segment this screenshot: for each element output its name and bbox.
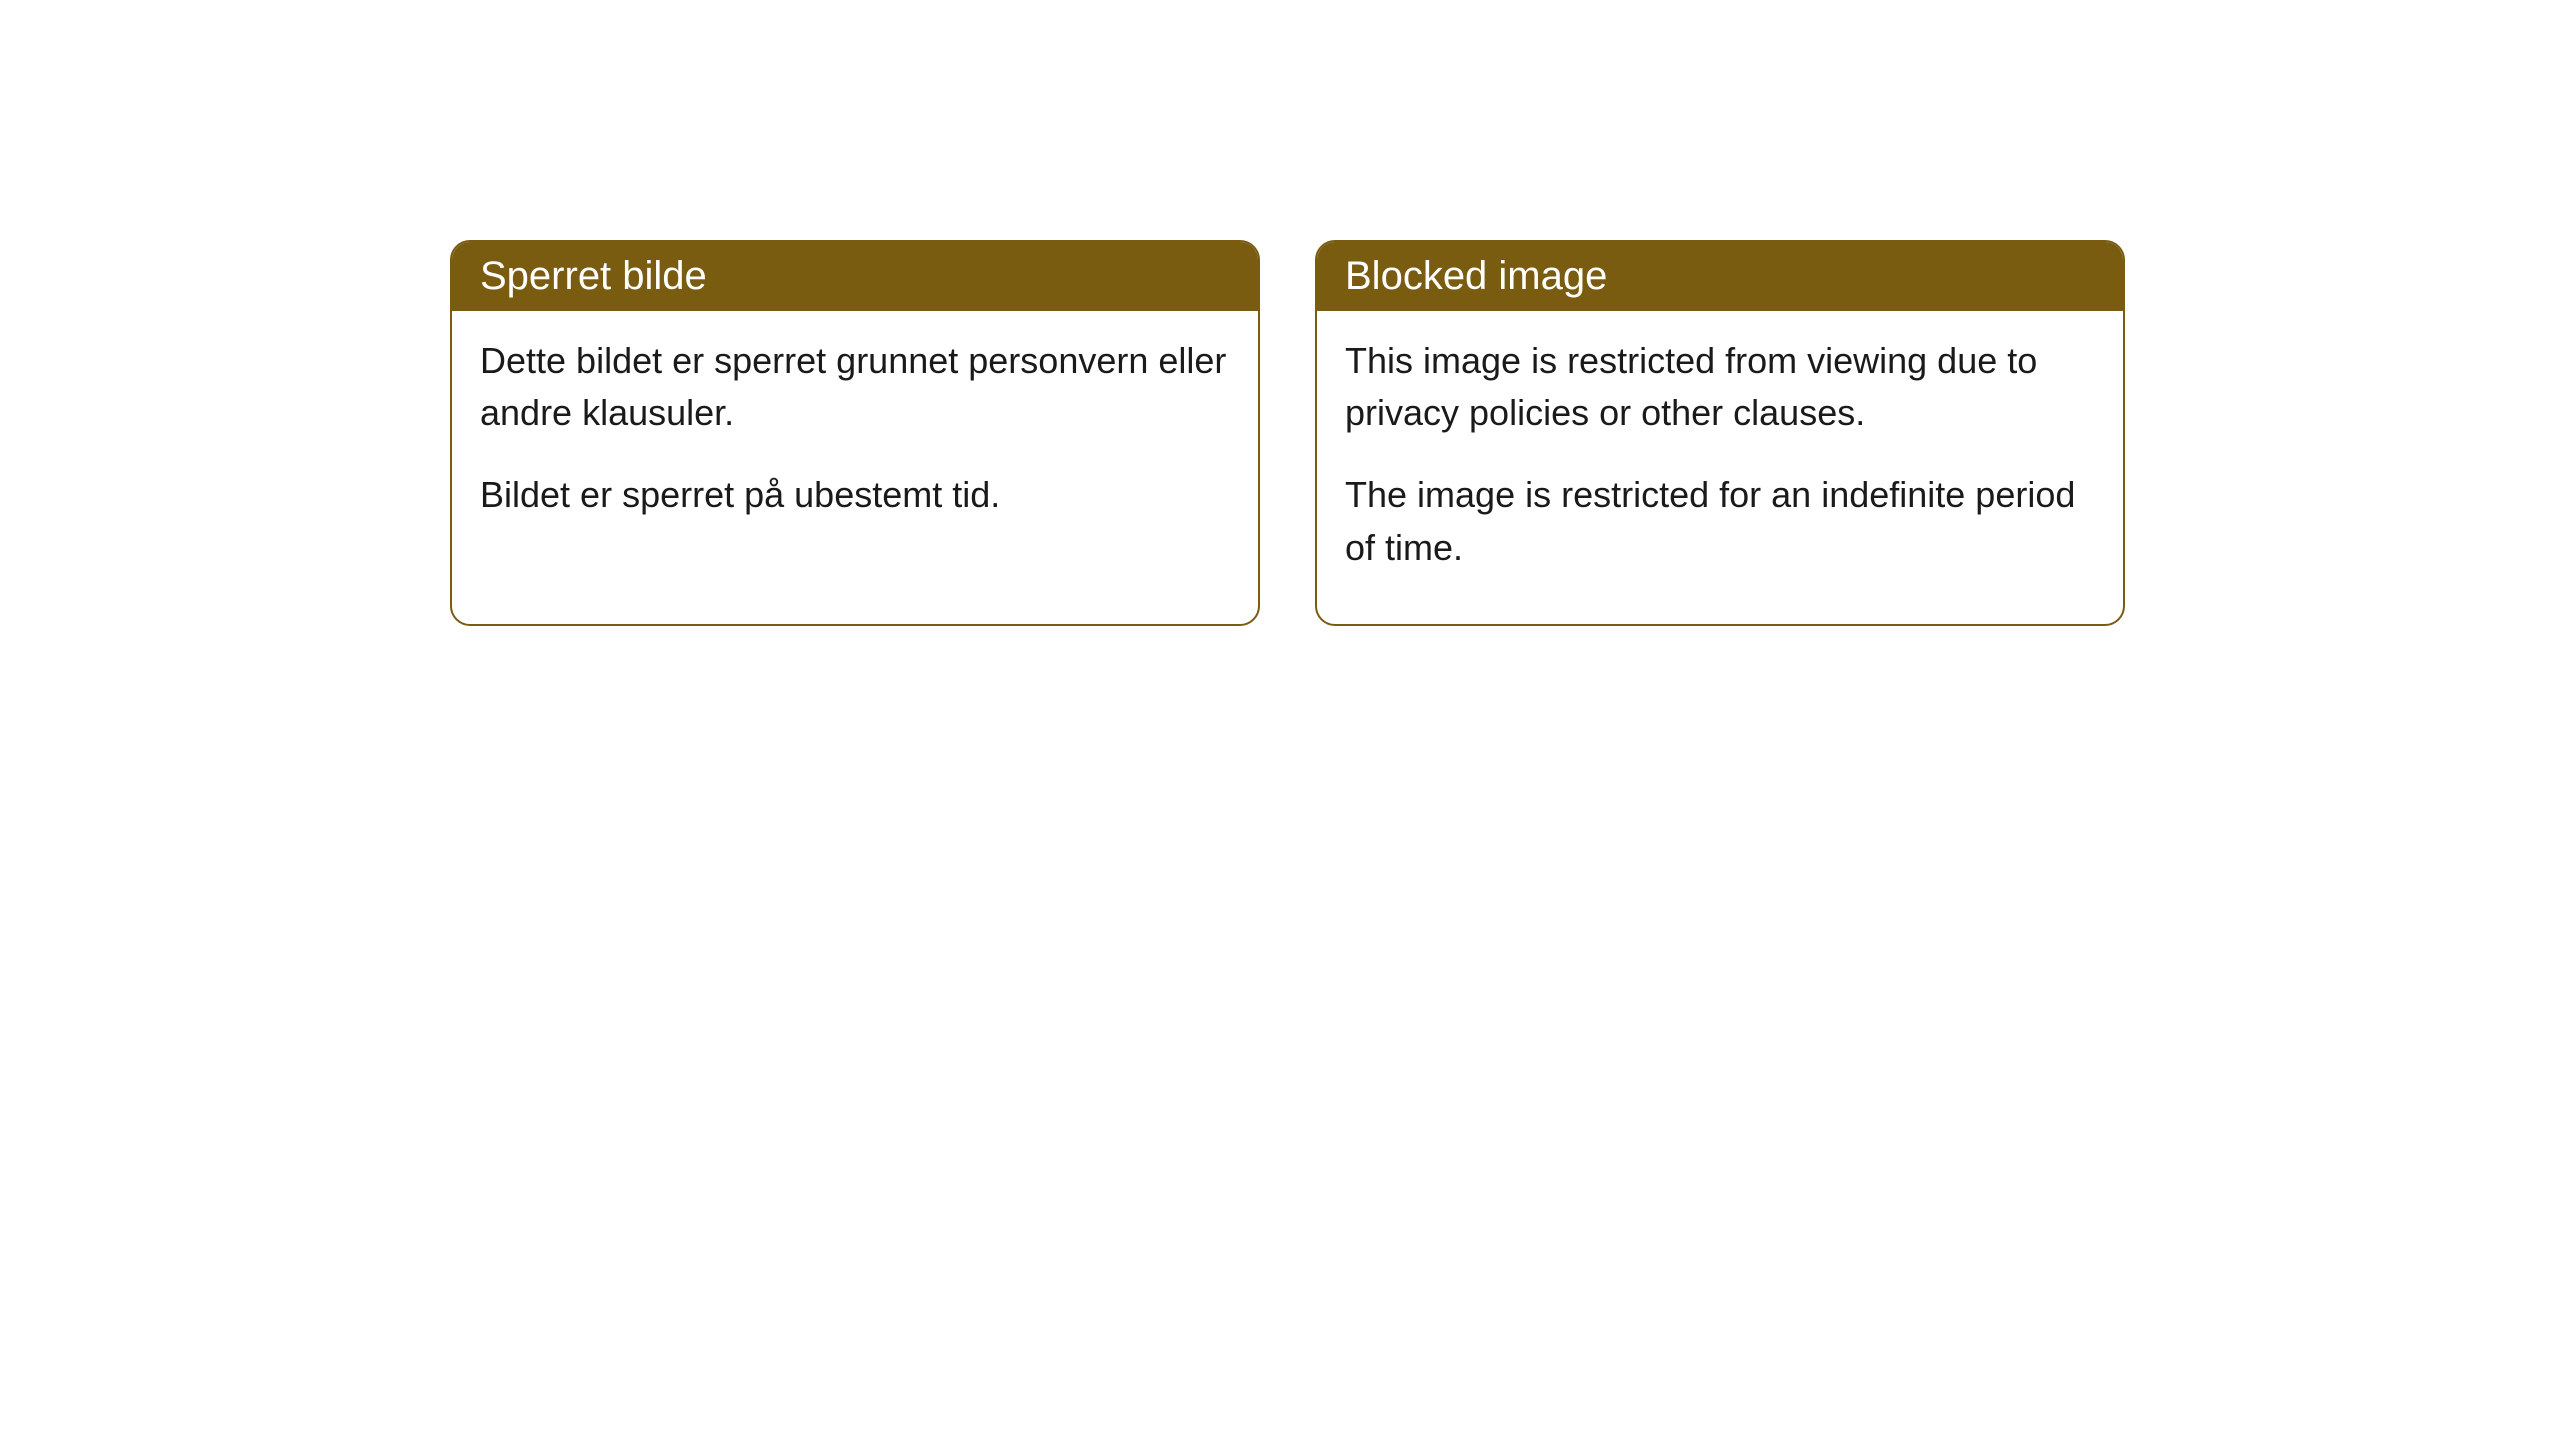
blocked-image-card-english: Blocked image This image is restricted f… (1315, 240, 2125, 626)
blocked-image-card-norwegian: Sperret bilde Dette bildet er sperret gr… (450, 240, 1260, 626)
card-body: This image is restricted from viewing du… (1317, 311, 2123, 624)
card-header: Sperret bilde (452, 242, 1258, 311)
card-paragraph-1: Dette bildet er sperret grunnet personve… (480, 335, 1230, 439)
card-body: Dette bildet er sperret grunnet personve… (452, 311, 1258, 572)
card-header: Blocked image (1317, 242, 2123, 311)
card-paragraph-2: The image is restricted for an indefinit… (1345, 469, 2095, 573)
card-paragraph-1: This image is restricted from viewing du… (1345, 335, 2095, 439)
cards-container: Sperret bilde Dette bildet er sperret gr… (450, 240, 2125, 626)
card-paragraph-2: Bildet er sperret på ubestemt tid. (480, 469, 1230, 521)
